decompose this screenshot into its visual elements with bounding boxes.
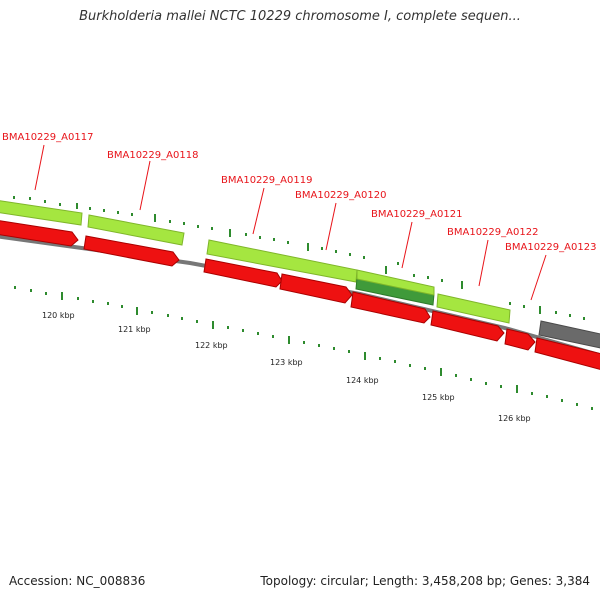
map-title: Burkholderia mallei NCTC 10229 chromosom… [79,9,521,24]
summary-text: Topology: circular; Length: 3,458,208 bp… [260,574,590,588]
red-gene-track [0,220,600,372]
gene-box-gray[interactable] [538,320,600,350]
gene-box[interactable] [356,269,435,296]
kbp-label: 124 kbp [346,376,379,385]
gene-arrow[interactable] [203,258,283,288]
gene-arrow[interactable] [83,235,180,267]
kbp-label: 120 kbp [42,311,75,320]
gene-arrow[interactable] [350,291,431,324]
green-feature-track [0,200,600,350]
kbp-label: 123 kbp [270,358,303,367]
gene-arrow[interactable] [430,310,505,342]
gene-label[interactable]: BMA10229_A0123 [505,242,596,253]
kbp-label: 121 kbp [118,325,151,334]
kbp-label: 126 kbp [498,414,531,423]
gene-label[interactable]: BMA10229_A0122 [447,227,538,238]
gene-arrow[interactable] [504,328,536,351]
gene-box[interactable] [87,214,185,246]
label-leader-lines [34,144,547,301]
gene-box[interactable] [206,239,358,283]
kbp-label: 125 kbp [422,393,455,402]
gene-box[interactable] [0,200,83,226]
kbp-label: 122 kbp [195,341,228,350]
gene-arrow[interactable] [279,273,353,304]
gene-label[interactable]: BMA10229_A0118 [107,150,198,161]
gene-label[interactable]: BMA10229_A0121 [371,209,462,220]
gene-box[interactable] [436,293,511,324]
gene-label[interactable]: BMA10229_A0120 [295,190,386,201]
upper-tick-row [13,196,585,320]
gene-arrow[interactable] [0,220,79,247]
gene-label[interactable]: BMA10229_A0119 [221,175,312,186]
accession-text: Accession: NC_008836 [9,574,146,588]
lower-tick-row [14,286,593,410]
gene-arrow[interactable] [534,337,600,372]
gene-label[interactable]: BMA10229_A0117 [2,132,93,143]
gene-labels: BMA10229_A0117 BMA10229_A0118 BMA10229_A… [2,132,596,253]
